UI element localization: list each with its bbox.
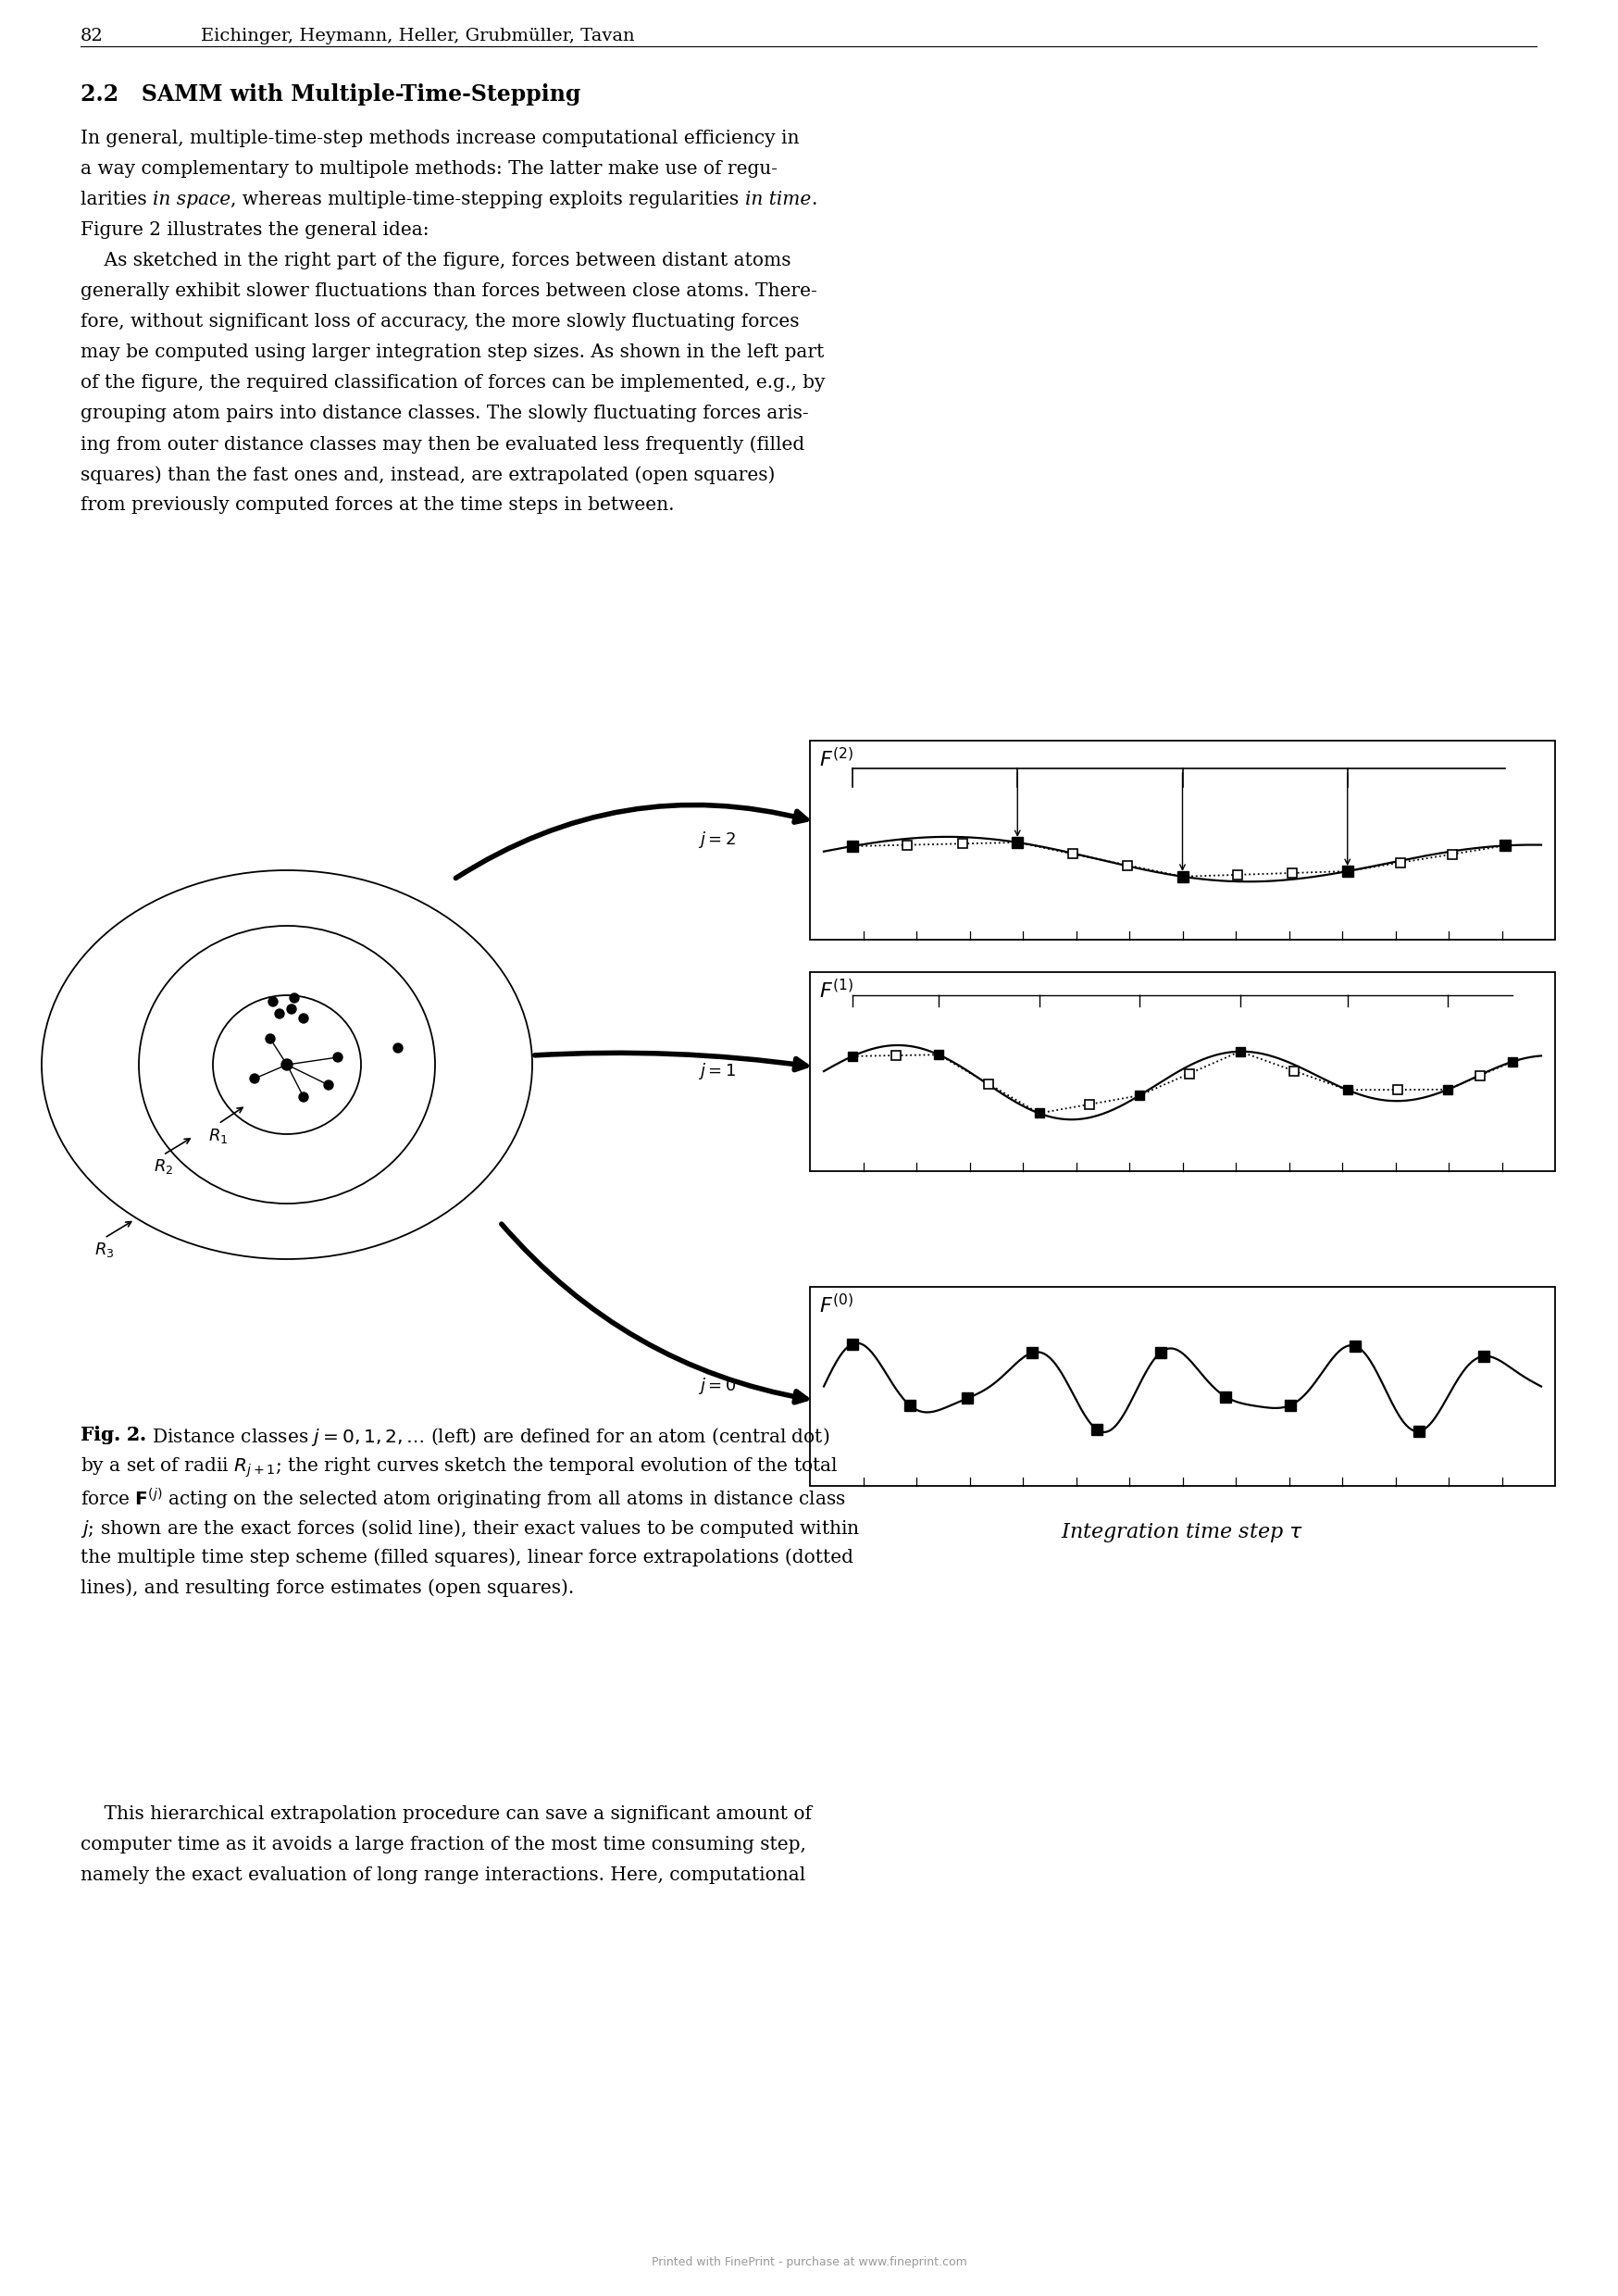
Text: $R_2$: $R_2$: [154, 1157, 173, 1176]
Bar: [811, 1286, 1555, 1486]
Text: in time: in time: [744, 191, 811, 209]
Text: $F^{(2)}$: $F^{(2)}$: [819, 748, 853, 771]
Text: 2.2   SAMM with Multiple-Time-Stepping: 2.2 SAMM with Multiple-Time-Stepping: [81, 83, 581, 106]
Text: $j=2$: $j=2$: [697, 829, 736, 850]
Circle shape: [299, 1093, 309, 1102]
Text: squares) than the fast ones and, instead, are extrapolated (open squares): squares) than the fast ones and, instead…: [81, 466, 775, 484]
Text: from previously computed forces at the time steps in between.: from previously computed forces at the t…: [81, 496, 675, 514]
Circle shape: [324, 1081, 333, 1091]
Text: grouping atom pairs into distance classes. The slowly fluctuating forces aris-: grouping atom pairs into distance classe…: [81, 404, 809, 422]
Bar: [811, 971, 1555, 1171]
Text: a way complementary to multipole methods: The latter make use of regu-: a way complementary to multipole methods…: [81, 161, 778, 177]
Text: $F^{(0)}$: $F^{(0)}$: [819, 1295, 853, 1318]
Bar: [811, 1286, 1555, 1486]
FancyArrowPatch shape: [502, 1224, 806, 1403]
Text: .: .: [811, 191, 817, 209]
Text: Fig. 2.: Fig. 2.: [81, 1426, 146, 1444]
Circle shape: [393, 1042, 403, 1052]
Text: in space: in space: [152, 191, 231, 209]
Text: Integration time step $\tau$: Integration time step $\tau$: [1061, 1520, 1304, 1545]
Text: computer time as it avoids a large fraction of the most time consuming step,: computer time as it avoids a large fract…: [81, 1837, 806, 1853]
Text: $j=0$: $j=0$: [697, 1375, 736, 1396]
Text: ing from outer distance classes may then be evaluated less frequently (filled: ing from outer distance classes may then…: [81, 436, 804, 452]
Bar: [811, 971, 1555, 1171]
Bar: [811, 742, 1555, 939]
Circle shape: [275, 1010, 285, 1019]
Text: $R_3$: $R_3$: [94, 1240, 115, 1258]
Text: fore, without significant loss of accuracy, the more slowly fluctuating forces: fore, without significant loss of accura…: [81, 312, 799, 331]
FancyArrowPatch shape: [536, 1054, 806, 1070]
Text: namely the exact evaluation of long range interactions. Here, computational: namely the exact evaluation of long rang…: [81, 1867, 806, 1885]
Text: of the figure, the required classification of forces can be implemented, e.g., b: of the figure, the required classificati…: [81, 374, 825, 393]
Text: larities: larities: [81, 191, 152, 209]
Circle shape: [286, 1006, 296, 1015]
Circle shape: [282, 1058, 293, 1070]
Text: In general, multiple-time-step methods increase computational efficiency in: In general, multiple-time-step methods i…: [81, 129, 799, 147]
Bar: [811, 742, 1555, 939]
Text: generally exhibit slower fluctuations than forces between close atoms. There-: generally exhibit slower fluctuations th…: [81, 282, 817, 301]
Text: , whereas multiple-time-stepping exploits regularities: , whereas multiple-time-stepping exploit…: [231, 191, 744, 209]
Text: This hierarchical extrapolation procedure can save a significant amount of: This hierarchical extrapolation procedur…: [81, 1805, 812, 1823]
Circle shape: [249, 1075, 259, 1084]
Text: $F^{(1)}$: $F^{(1)}$: [819, 980, 853, 1003]
Text: by a set of radii $R_{j+1}$; the right curves sketch the temporal evolution of t: by a set of radii $R_{j+1}$; the right c…: [81, 1456, 838, 1481]
Text: force $\mathbf{F}^{(j)}$ acting on the selected atom originating from all atoms : force $\mathbf{F}^{(j)}$ acting on the s…: [81, 1488, 846, 1513]
Text: $j$; shown are the exact forces (solid line), their exact values to be computed : $j$; shown are the exact forces (solid l…: [81, 1518, 861, 1541]
Text: 82: 82: [81, 28, 104, 44]
Circle shape: [299, 1015, 309, 1024]
Text: Figure 2 illustrates the general idea:: Figure 2 illustrates the general idea:: [81, 220, 429, 239]
Text: $R_1$: $R_1$: [209, 1127, 228, 1146]
Circle shape: [269, 996, 278, 1006]
Text: the multiple time step scheme (filled squares), linear force extrapolations (dot: the multiple time step scheme (filled sq…: [81, 1548, 853, 1566]
Text: Printed with FinePrint - purchase at www.fineprint.com: Printed with FinePrint - purchase at www…: [652, 2257, 966, 2268]
Text: Distance classes $j = 0, 1, 2, \ldots$ (left) are defined for an atom (central d: Distance classes $j = 0, 1, 2, \ldots$ (…: [146, 1426, 830, 1449]
Text: As sketched in the right part of the figure, forces between distant atoms: As sketched in the right part of the fig…: [81, 253, 791, 269]
Text: Eichinger, Heymann, Heller, Grubmüller, Tavan: Eichinger, Heymann, Heller, Grubmüller, …: [201, 28, 634, 44]
Circle shape: [290, 994, 299, 1003]
Text: lines), and resulting force estimates (open squares).: lines), and resulting force estimates (o…: [81, 1580, 574, 1596]
Circle shape: [333, 1052, 343, 1061]
Text: Fig. 2.: Fig. 2.: [81, 1426, 146, 1444]
Circle shape: [265, 1033, 275, 1042]
Text: may be computed using larger integration step sizes. As shown in the left part: may be computed using larger integration…: [81, 344, 824, 360]
Text: $j=1$: $j=1$: [697, 1061, 736, 1081]
FancyArrowPatch shape: [456, 806, 806, 877]
